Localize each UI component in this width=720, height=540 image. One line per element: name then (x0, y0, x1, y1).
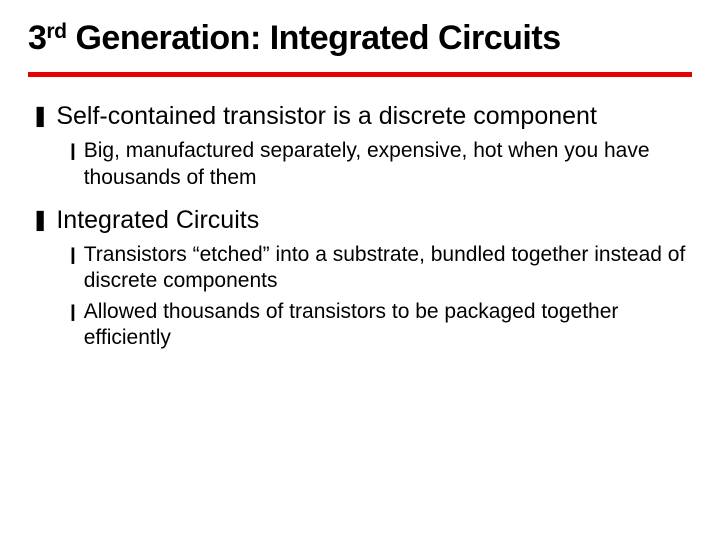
bullet-group: ❚ Integrated Circuits ❙Transistors “etched… (32, 205, 692, 351)
bullet-level2: ❙Transistors “etched” into a substrate, … (66, 242, 692, 295)
slide: 3rd Generation: Integrated Circuits ❚ Sel… (0, 0, 720, 540)
bullet2-text: Big, manufactured separately, expensive,… (84, 138, 692, 191)
bullet2-icon: ❙ (66, 242, 80, 268)
title-underline (28, 72, 692, 77)
bullet2-text: Transistors “etched” into a substrate, b… (84, 242, 692, 295)
slide-title: 3rd Generation: Integrated Circuits (28, 18, 692, 58)
bullet2-icon: ❙ (66, 299, 80, 325)
bullet-level1: ❚ Self-contained transistor is a discrete… (32, 101, 692, 132)
bullet-group: ❚ Self-contained transistor is a discrete… (32, 101, 692, 191)
bullet2-icon: ❙ (66, 138, 80, 164)
bullet2-text: Allowed thousands of transistors to be p… (84, 299, 692, 352)
bullet-level2: ❙Big, manufactured separately, expensive… (66, 138, 692, 191)
bullet-level2: ❙Allowed thousands of transistors to be … (66, 299, 692, 352)
bullet1-icon: ❚ (32, 101, 48, 132)
bullet-level1: ❚ Integrated Circuits (32, 205, 692, 236)
bullet1-text: Integrated Circuits (56, 205, 259, 236)
bullet1-text: Self-contained transistor is a discrete … (56, 101, 597, 132)
slide-content: ❚ Self-contained transistor is a discrete… (28, 101, 692, 351)
bullet1-icon: ❚ (32, 205, 48, 236)
